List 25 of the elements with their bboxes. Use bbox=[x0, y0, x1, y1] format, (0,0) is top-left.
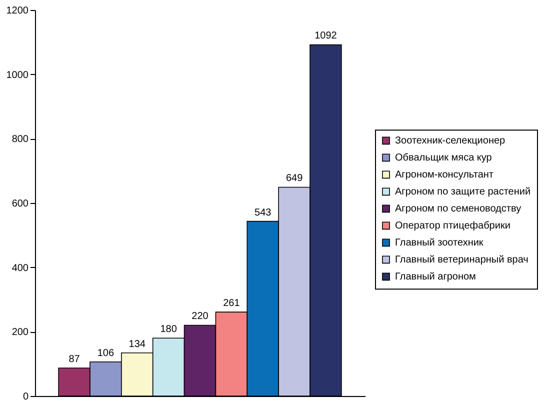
legend-label: Главный агроном bbox=[395, 272, 476, 283]
data-label: 106 bbox=[97, 348, 114, 359]
y-tick-label: 1000 bbox=[6, 70, 29, 81]
data-label: 1092 bbox=[314, 30, 338, 42]
legend-label: Агроном по защите растений bbox=[395, 186, 531, 198]
data-label: 87 bbox=[68, 354, 80, 366]
data-label: 220 bbox=[192, 311, 209, 322]
y-tick-label: 1200 bbox=[6, 6, 29, 16]
data-label: 649 bbox=[286, 173, 304, 184]
y-tick-label: 200 bbox=[12, 327, 29, 338]
y-tick-label: 0 bbox=[22, 392, 29, 402]
y-tick-label: 400 bbox=[12, 262, 29, 274]
legend-label: Агроном-консультант bbox=[395, 170, 494, 181]
legend-label: Обвальщик мяса кур bbox=[395, 152, 492, 164]
data-label: 543 bbox=[254, 207, 272, 218]
legend-label: Зоотехник-селекционер bbox=[395, 136, 506, 147]
legend-label: Агроном по семеноводству bbox=[395, 204, 522, 215]
data-label: 134 bbox=[128, 338, 146, 350]
legend-label: Главный ветеринарный врач bbox=[395, 254, 528, 266]
y-tick-label: 800 bbox=[12, 134, 29, 146]
legend-label: Оператор птицефабрики bbox=[395, 220, 510, 232]
data-label: 261 bbox=[223, 298, 240, 310]
y-tick-label: 600 bbox=[12, 198, 29, 210]
data-label: 180 bbox=[160, 324, 178, 336]
legend-label: Главный зоотехник bbox=[395, 238, 484, 249]
